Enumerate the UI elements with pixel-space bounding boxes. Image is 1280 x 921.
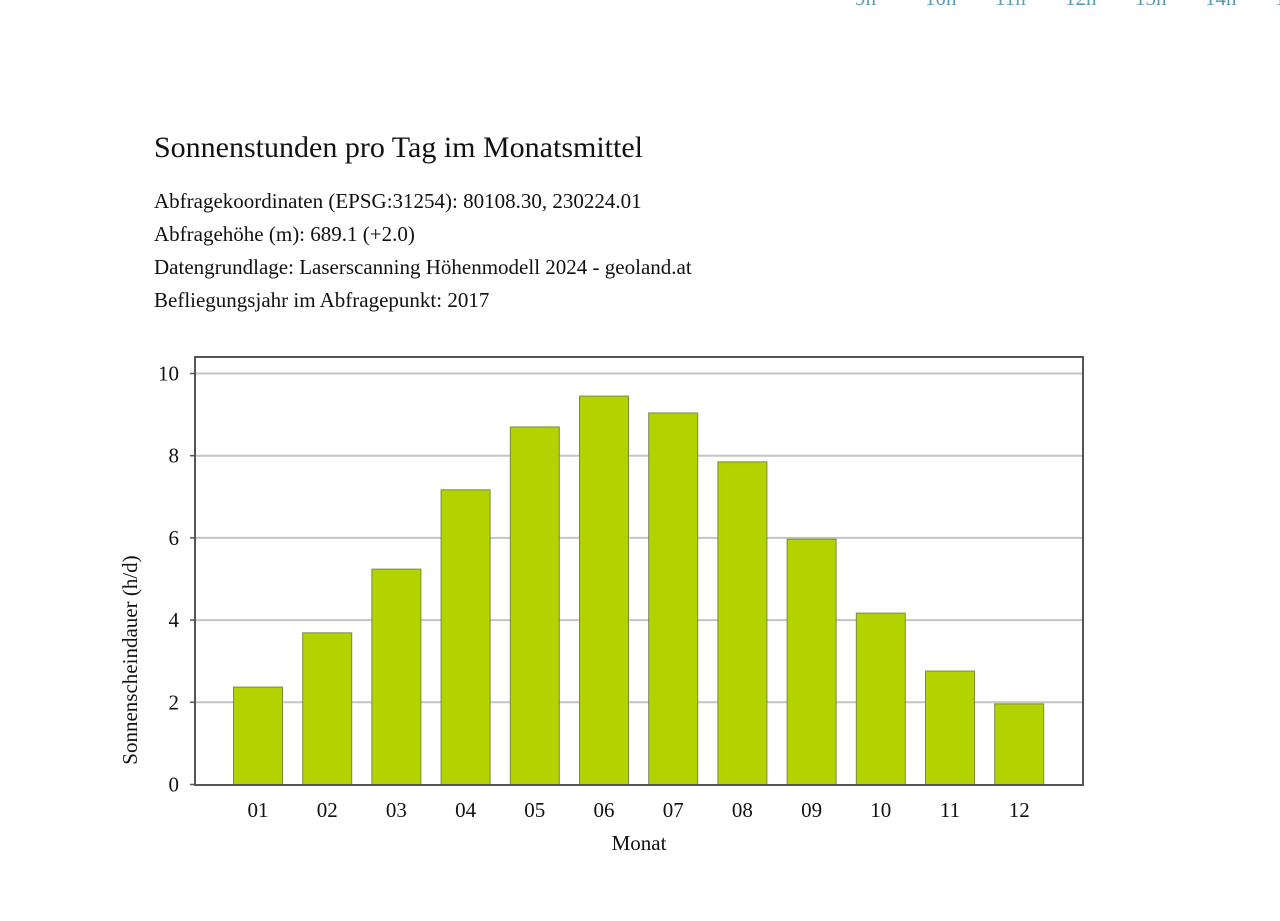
bar-03	[371, 568, 422, 785]
x-tick-label: 04	[455, 798, 477, 822]
y-tick-label: 6	[169, 526, 180, 550]
x-tick-label: 03	[386, 798, 407, 822]
x-tick-label: 12	[1009, 798, 1030, 822]
bar-06	[579, 395, 629, 785]
info-flight-year: Befliegungsjahr im Abfragepunkt: 2017	[154, 288, 490, 312]
hour-link[interactable]: 13h	[1135, 0, 1205, 11]
hour-link[interactable]: 15	[1275, 0, 1280, 11]
x-tick-label: 05	[524, 798, 545, 822]
x-tick-label: 10	[870, 798, 891, 822]
hour-link[interactable]: 10h	[925, 0, 995, 11]
x-tick-label: 01	[248, 798, 269, 822]
bar-09	[786, 538, 837, 785]
hour-link[interactable]: 11h	[995, 0, 1065, 11]
y-tick-label: 0	[169, 773, 180, 797]
bar-12	[994, 703, 1045, 785]
bar-08	[717, 461, 768, 785]
x-tick-label: 06	[594, 798, 615, 822]
bar-01	[233, 686, 283, 786]
info-data-source: Datengrundlage: Laserscanning Höhenmodel…	[154, 255, 692, 279]
bar-11	[925, 670, 975, 786]
y-tick-label: 4	[169, 608, 180, 632]
x-tick-label: 11	[940, 798, 960, 822]
hour-labels: 9h 10h 11h 12h 13h 14h 15	[855, 0, 1280, 11]
bar-02	[302, 632, 353, 785]
info-coordinates: Abfragekoordinaten (EPSG:31254): 80108.3…	[154, 189, 642, 213]
x-tick-label: 09	[801, 798, 822, 822]
x-tick-label: 07	[663, 798, 684, 822]
y-tick-label: 2	[169, 690, 180, 714]
x-tick-label: 02	[317, 798, 338, 822]
y-axis-label: Sonnenscheindauer (h/d)	[118, 555, 142, 764]
bar-04	[440, 489, 491, 785]
info-height: Abfragehöhe (m): 689.1 (+2.0)	[154, 222, 415, 246]
bar-05	[509, 426, 560, 785]
x-axis-label: Monat	[612, 831, 667, 855]
y-tick-label: 8	[169, 444, 180, 468]
hour-link[interactable]: 9h	[855, 0, 925, 11]
plot-frame	[194, 356, 1084, 786]
hour-link[interactable]: 12h	[1065, 0, 1135, 11]
y-tick-label: 10	[158, 362, 179, 386]
x-tick-label: 08	[732, 798, 753, 822]
hour-link[interactable]: 14h	[1205, 0, 1275, 11]
chart-title: Sonnenstunden pro Tag im Monatsmittel	[154, 131, 643, 164]
bar-07	[648, 412, 699, 785]
bar-10	[855, 612, 906, 785]
